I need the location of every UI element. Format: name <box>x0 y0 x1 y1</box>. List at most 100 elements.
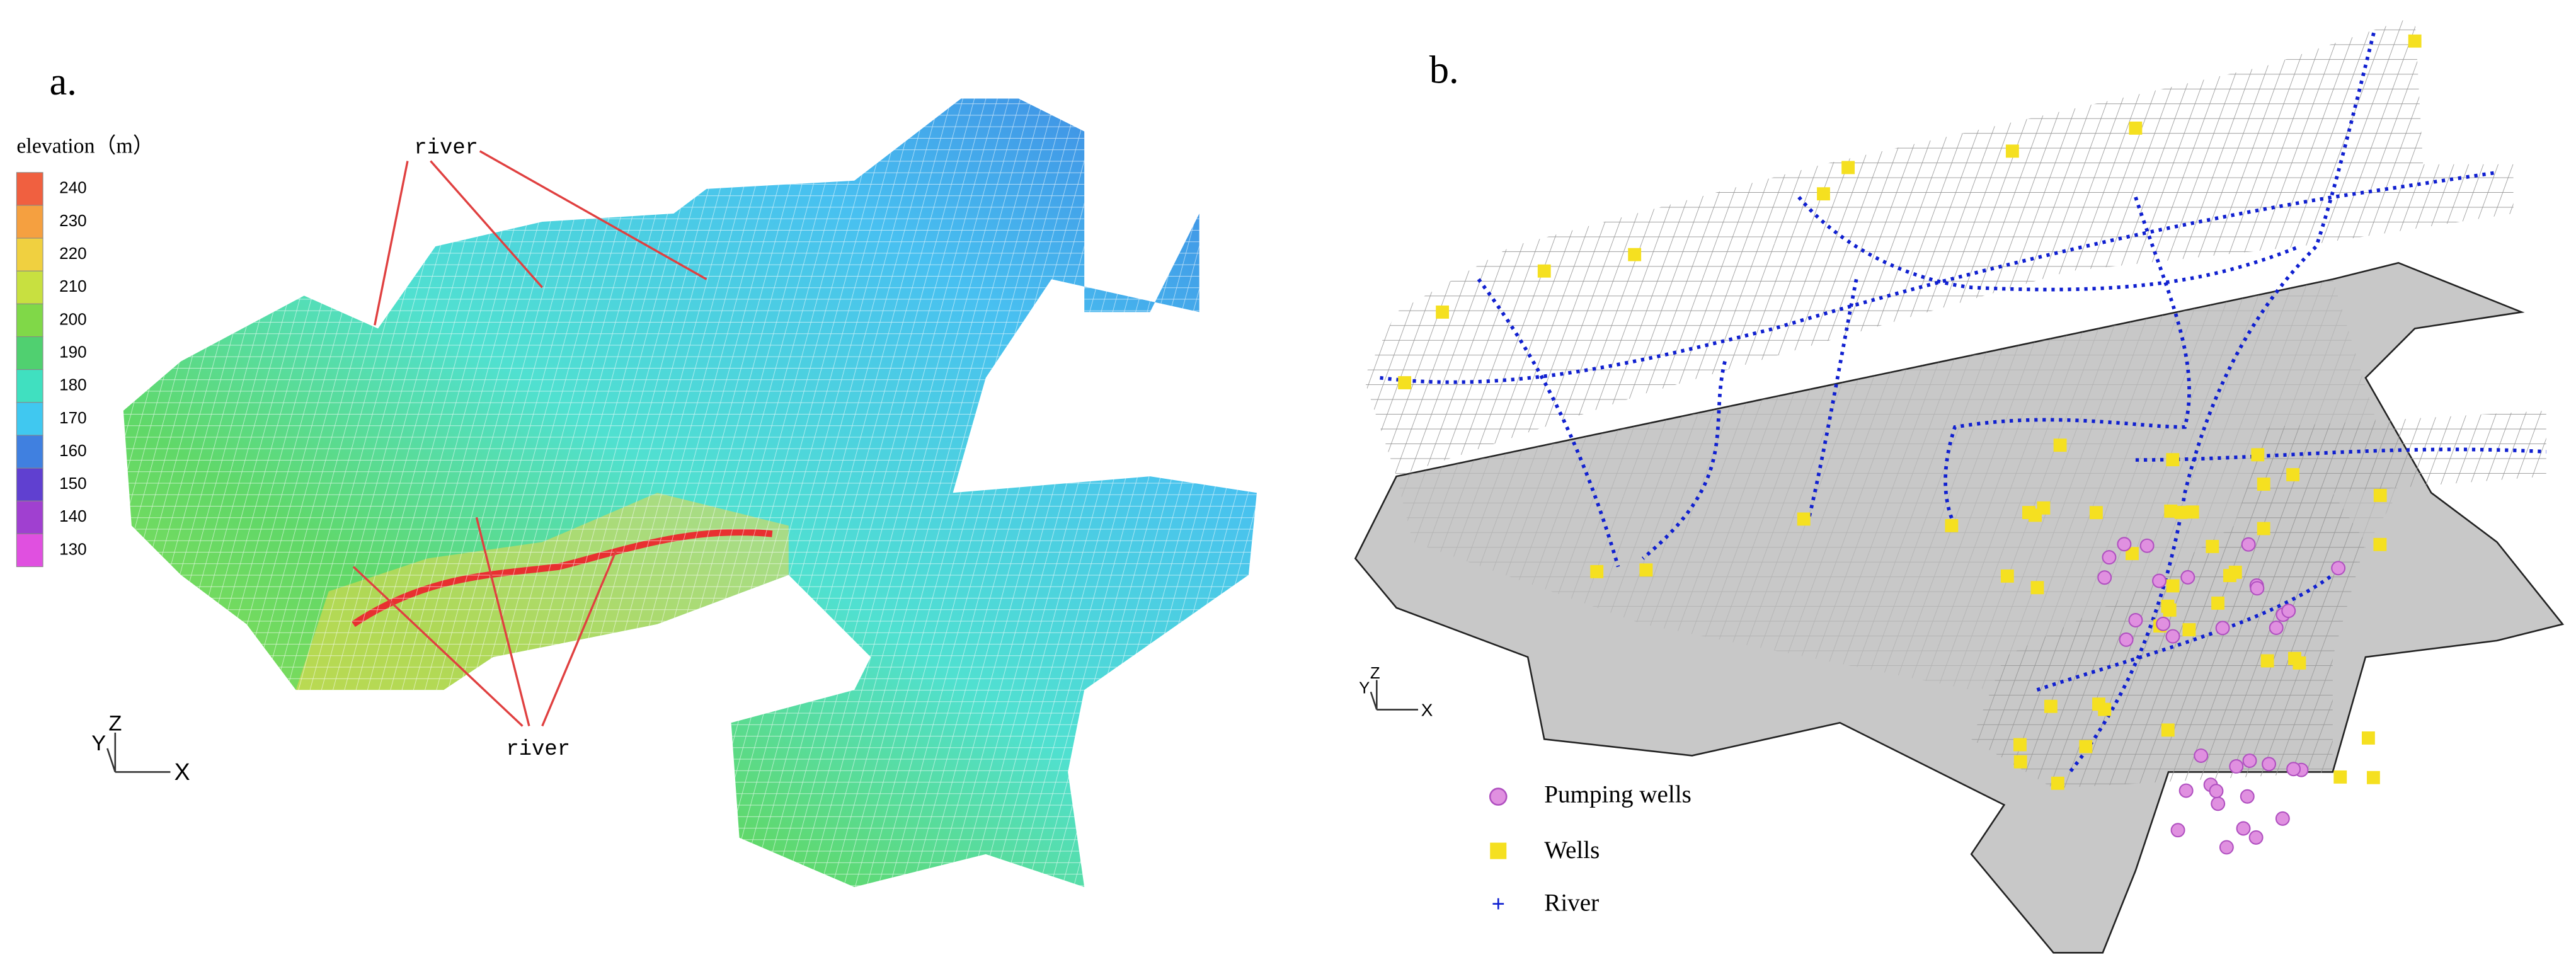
pumping-well <box>2152 573 2167 588</box>
colorbar-label: 230 <box>59 211 86 230</box>
well <box>2013 738 2027 752</box>
pumping-well <box>2248 830 2264 845</box>
pumping-well <box>2170 823 2185 838</box>
well <box>2373 537 2387 551</box>
pumping-well <box>2194 748 2209 764</box>
axis-triad: ZY X <box>1359 665 1433 720</box>
panel-b: b. ZY X Pumping wells Wells + River <box>1354 16 2565 954</box>
well <box>2206 540 2219 553</box>
terrain-mesh <box>123 98 1257 887</box>
colorbar-swatch <box>16 270 43 304</box>
well <box>2051 776 2064 790</box>
well <box>2182 623 2196 637</box>
well <box>2287 651 2301 665</box>
pumping-well <box>2286 762 2301 777</box>
well <box>1398 376 1412 389</box>
well <box>2251 448 2265 462</box>
colorbar-swatch <box>16 238 43 272</box>
colorbar: 240 230 220 210 200 190 180 170 160 150 140 130 <box>16 172 87 568</box>
well <box>2079 740 2093 753</box>
panel-label: a. <box>50 59 77 103</box>
axis-label: Z <box>1370 665 1380 682</box>
axis-label: Y <box>1359 679 1370 697</box>
pumping-well <box>2275 811 2290 826</box>
pointer <box>352 566 524 727</box>
colorbar-label: 170 <box>59 408 86 427</box>
axis-y <box>1370 691 1378 710</box>
pumping-well <box>2269 621 2284 635</box>
model-wireframe <box>1363 16 2514 477</box>
pumping-well <box>2241 537 2256 552</box>
well <box>2174 505 2188 519</box>
colorbar-swatch <box>16 369 43 403</box>
well <box>2037 501 2051 515</box>
river <box>1641 360 1727 560</box>
legend-label: Pumping wells <box>1544 781 1692 808</box>
well <box>1817 187 1830 201</box>
well <box>1841 161 1855 175</box>
river <box>1805 278 1858 527</box>
legend: Pumping wells Wells + River <box>1489 781 1692 917</box>
annotation-lines <box>352 150 707 727</box>
well <box>2166 579 2180 593</box>
annotation: river <box>414 137 478 161</box>
colorbar-swatch <box>16 467 43 501</box>
annotation: river <box>506 738 570 762</box>
panel-label: b. <box>1429 48 1459 92</box>
well <box>2333 770 2347 784</box>
pointer <box>541 549 617 727</box>
river <box>2068 32 2376 774</box>
well <box>2089 506 2103 520</box>
well <box>2005 144 2019 158</box>
colorbar-label: 240 <box>59 178 86 197</box>
well <box>1639 563 1653 577</box>
wells <box>1398 34 2422 855</box>
pumping-well <box>2281 604 2296 619</box>
well <box>2092 697 2105 711</box>
pumping-well <box>2236 821 2251 836</box>
well <box>1628 248 1642 261</box>
colorbar-label: 200 <box>59 309 86 328</box>
colorbar-label: 180 <box>59 375 86 394</box>
river <box>2036 573 2334 692</box>
well <box>1797 512 1811 526</box>
well <box>2286 468 2300 481</box>
colorbar-swatch <box>16 500 43 534</box>
colorbar-label: 150 <box>59 474 86 493</box>
well <box>2228 565 2242 579</box>
well <box>2044 699 2058 713</box>
pumping-well <box>2209 784 2224 799</box>
axis-triad: ZY X <box>91 711 190 785</box>
pumping-well <box>2178 783 2194 798</box>
colorbar-label: 160 <box>59 441 86 460</box>
well <box>1537 264 1551 278</box>
axis-label: Y <box>91 731 106 755</box>
well <box>2211 596 2224 610</box>
pumping-well <box>2211 796 2226 811</box>
legend-symbol <box>1489 787 1508 806</box>
colorbar-label: 190 <box>59 342 86 361</box>
well <box>2373 488 2387 502</box>
well <box>2185 505 2199 519</box>
colorbar-label: 140 <box>59 507 86 525</box>
legend-symbol <box>1490 842 1507 859</box>
colorbar-swatch <box>16 205 43 239</box>
well <box>2161 723 2175 737</box>
pumping-well <box>2215 621 2230 636</box>
river <box>1380 170 2497 384</box>
axis-label: X <box>1421 700 1433 719</box>
pumping-well <box>2097 570 2112 585</box>
well <box>1945 518 1959 532</box>
well <box>2257 478 2270 491</box>
pumping-well <box>2242 753 2257 769</box>
colorbar-swatch <box>16 172 43 206</box>
colorbar-swatch <box>16 303 43 338</box>
river <box>1797 196 2301 292</box>
pointer <box>479 150 707 280</box>
pumping-well <box>2229 759 2244 774</box>
model-wireframe <box>1971 410 2546 789</box>
axis-y <box>106 748 117 772</box>
well <box>2260 654 2274 668</box>
pumping-well <box>2117 537 2132 552</box>
